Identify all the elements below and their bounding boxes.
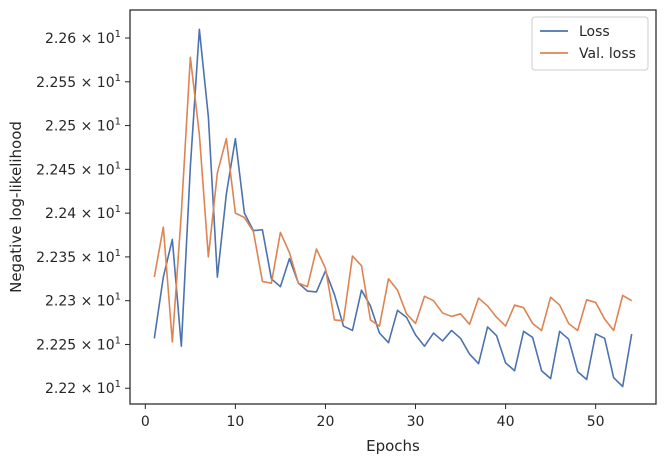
y-tick-label: 2.225 × 101 [36,335,121,353]
x-axis: 0 10 20 30 40 50 [141,404,605,430]
x-axis-label: Epochs [366,437,420,455]
x-tick-label: 30 [407,414,425,430]
legend: Loss Val. loss [531,16,649,71]
y-axis: 2.22 × 101 2.225 × 101 2.23 × 101 2.235 × 1… [36,29,130,397]
x-tick-label: 0 [141,414,150,430]
y-tick-label: 2.235 × 101 [36,248,121,266]
plot-frame [129,9,657,405]
y-tick-label: 2.24 × 101 [45,204,121,222]
y-tick-label: 2.22 × 101 [45,379,121,397]
y-axis-label: Negative log-likelihood [7,121,25,293]
y-tick-label: 2.23 × 101 [45,292,121,310]
series-layer [153,28,633,388]
y-tick-label: 2.25 × 101 [45,117,121,135]
legend-label-loss: Loss [579,24,610,40]
x-tick-label: 10 [226,414,244,430]
y-tick-label: 2.26 × 101 [45,29,121,47]
x-tick-label: 20 [317,414,335,430]
y-tick-label: 2.245 × 101 [36,160,121,178]
x-tick-label: 50 [587,414,605,430]
y-tick-label: 2.255 × 101 [36,73,121,91]
series-line-loss [153,28,633,388]
x-tick-label: 40 [497,414,515,430]
series-line-val-loss [153,56,633,343]
legend-label-val-loss: Val. loss [579,46,636,62]
